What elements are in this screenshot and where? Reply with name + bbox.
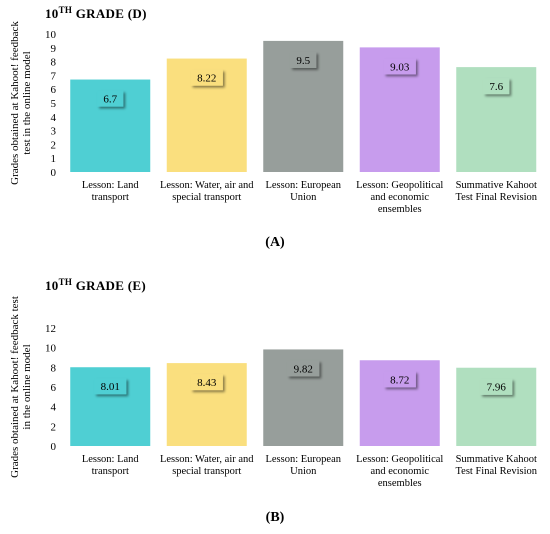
data-label-fill	[190, 69, 223, 86]
x-category-label-line: ensembles	[378, 204, 422, 215]
y-axis-label-line: Grades obtained at Kahoot! feedback	[9, 21, 21, 185]
data-label-fill	[290, 51, 317, 68]
y-tick-label: 10	[45, 343, 57, 355]
y-tick-label: 8	[51, 57, 57, 69]
chart-title-rest: GRADE (D)	[72, 6, 147, 21]
x-category-label-line: Lesson: Geopolitical	[356, 454, 443, 465]
chart-title-number: 10	[45, 6, 59, 21]
data-label-fill	[94, 378, 127, 395]
x-category-label-line: Lesson: Geopolitical	[356, 180, 443, 191]
data-label: 7.96	[487, 382, 507, 394]
x-category-label: Lesson: Water, air and special transport	[160, 180, 254, 203]
data-label-fill	[483, 78, 510, 95]
x-category-label-line: Lesson: Water, air and	[160, 454, 254, 465]
data-label-fill	[97, 90, 124, 107]
y-tick-label: 2	[51, 421, 57, 433]
data-label: 9.03	[390, 61, 410, 73]
x-category-label: Summative Kahoot Test Final Revision	[455, 454, 537, 477]
y-tick-label: 4	[51, 402, 57, 414]
y-tick-label: 0	[51, 167, 57, 179]
data-label: 8.72	[390, 374, 409, 386]
y-tick-label: 7	[51, 70, 57, 82]
y-tick-label: 10	[45, 29, 57, 41]
x-category-label: Lesson: Land transport	[82, 454, 140, 477]
panel-label: (B)	[266, 510, 285, 525]
y-axis-label: Grades obtained at Kahoot! feedbacktest …	[9, 21, 33, 185]
data-label: 8.22	[197, 73, 216, 85]
x-category-label-line: Summative Kahoot	[456, 180, 537, 191]
x-category-label: Lesson: European Union	[265, 180, 341, 203]
data-label-fill	[287, 360, 320, 377]
data-label-fill	[383, 58, 416, 75]
data-label: 7.6	[489, 81, 503, 93]
x-category-label-line: Test Final Revision	[455, 192, 537, 203]
x-category-label: Summative Kahoot Test Final Revision	[455, 180, 537, 203]
chart-title-number: 10	[45, 278, 59, 293]
x-category-label-line: special transport	[172, 192, 241, 203]
chart-panel-a: 10TH GRADE (D)Grades obtained at Kahoot!…	[9, 5, 538, 250]
chart-title: 10TH GRADE (D)	[45, 5, 147, 21]
y-tick-label: 6	[51, 382, 57, 394]
y-tick-label: 1	[51, 153, 57, 165]
x-category-label-line: Lesson: European	[265, 454, 341, 465]
x-category-label: Lesson: Water, air and special transport	[160, 454, 254, 477]
x-category-label-line: Summative Kahoot	[456, 454, 537, 465]
x-category-label-line: Union	[290, 192, 317, 203]
x-category-label-line: and economic	[370, 466, 429, 477]
x-category-label-line: transport	[92, 466, 129, 477]
x-category-label: Lesson: European Union	[265, 454, 341, 477]
x-category-label-line: ensembles	[378, 478, 422, 489]
y-axis-label: Grades obtained at Kahoot! feedback test…	[9, 296, 33, 478]
y-tick-label: 9	[51, 43, 57, 55]
y-tick-label: 12	[45, 323, 56, 335]
x-category-label-line: Lesson: Land	[82, 454, 140, 465]
y-tick-label: 4	[51, 112, 57, 124]
data-label-fill	[190, 374, 223, 391]
chart-title-superscript: TH	[59, 5, 73, 15]
data-label: 9.82	[294, 363, 313, 375]
y-axis-label-line: test in the online model	[21, 51, 33, 154]
data-label: 8.01	[101, 381, 120, 393]
y-tick-label: 6	[51, 84, 57, 96]
data-label: 9.5	[296, 55, 310, 67]
panel-label: (A)	[265, 235, 285, 250]
x-category-label-line: special transport	[172, 466, 241, 477]
x-category-label-line: transport	[92, 192, 129, 203]
x-category-label-line: Lesson: European	[265, 180, 341, 191]
y-tick-label: 2	[51, 139, 57, 151]
x-category-label: Lesson: Geopolitical and economic ensemble…	[356, 180, 443, 215]
y-axis-label-line: in the online model	[21, 344, 33, 429]
y-tick-label: 0	[51, 441, 57, 453]
x-category-label-line: Union	[290, 466, 317, 477]
data-label-fill	[480, 378, 513, 395]
y-tick-label: 8	[51, 362, 57, 374]
y-tick-label: 5	[51, 98, 57, 110]
data-label: 8.43	[197, 377, 217, 389]
chart-title: 10TH GRADE (E)	[45, 277, 146, 293]
chart-title-superscript: TH	[59, 277, 73, 287]
x-category-label: Lesson: Geopolitical and economic ensemble…	[356, 454, 443, 489]
x-category-label-line: Lesson: Water, air and	[160, 180, 254, 191]
x-category-label-line: Test Final Revision	[455, 466, 537, 477]
x-category-label-line: Lesson: Land	[82, 180, 140, 191]
data-label: 6.7	[103, 94, 117, 106]
x-category-label: Lesson: Land transport	[82, 180, 140, 203]
chart-title-rest: GRADE (E)	[72, 278, 146, 293]
y-tick-label: 3	[51, 126, 57, 138]
chart-panel-b: 10TH GRADE (E)Grades obtained at Kahoot!…	[9, 277, 538, 525]
x-category-label-line: and economic	[370, 192, 429, 203]
y-axis-label-line: Grades obtained at Kahoot! feedback test	[9, 296, 21, 478]
data-label-fill	[383, 371, 416, 388]
